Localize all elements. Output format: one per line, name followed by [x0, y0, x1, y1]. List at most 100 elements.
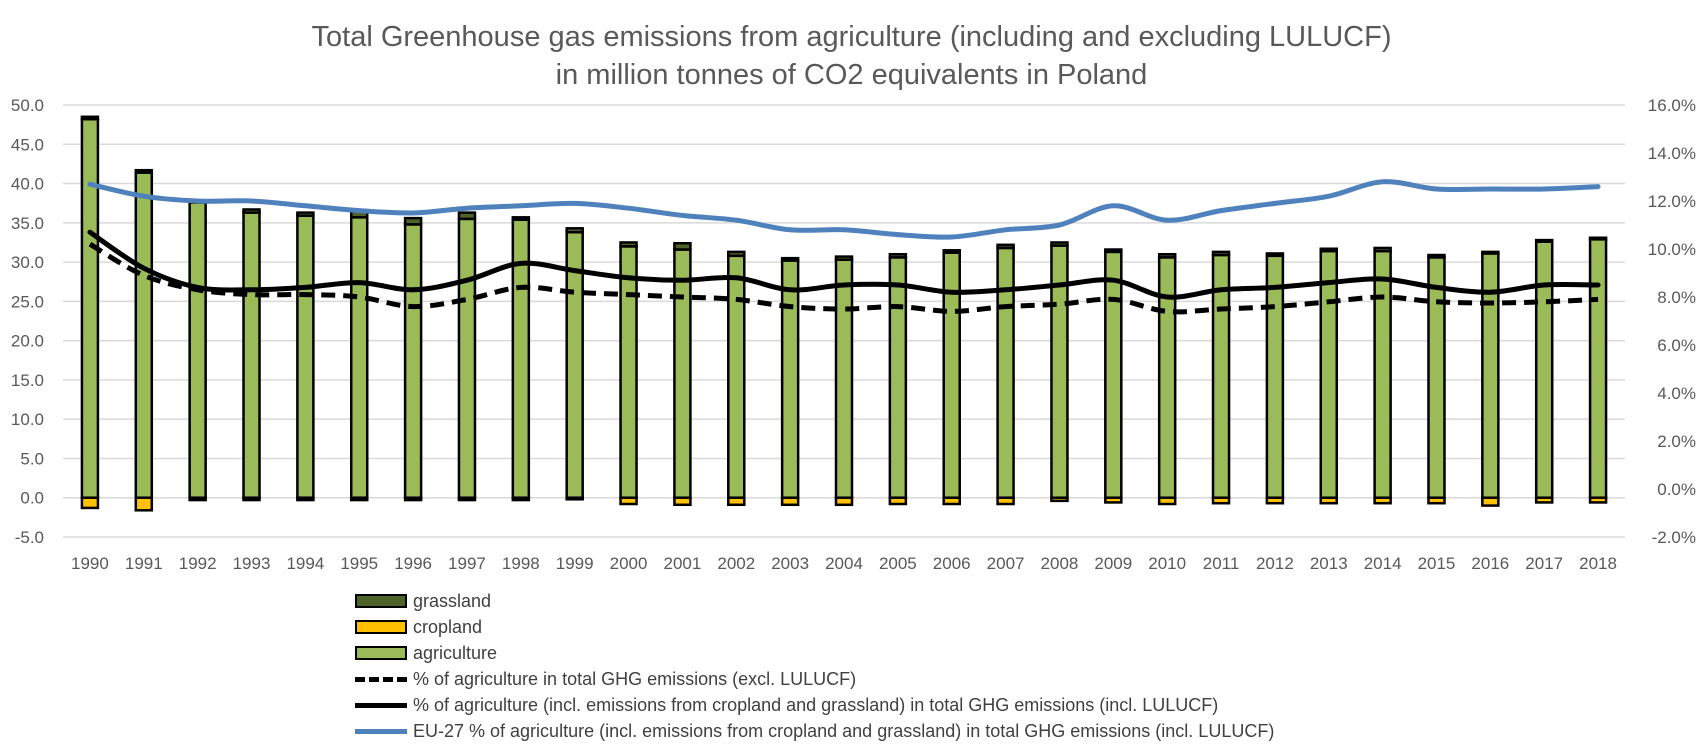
legend-item: EU-27 % of agriculture (incl. emissions …: [355, 718, 1274, 744]
bar-agriculture: [242, 211, 261, 499]
bar-grassland: [457, 211, 477, 221]
bar-cropland: [996, 496, 1015, 506]
x-tick-label: 2011: [1203, 554, 1240, 573]
bar-agriculture: [403, 223, 423, 499]
bar-grassland: [403, 216, 423, 226]
legend-item: cropland: [355, 614, 1274, 640]
x-tick-label: 1991: [125, 554, 163, 573]
y2-tick-label: 14.0%: [1648, 144, 1696, 163]
chart-title: Total Greenhouse gas emissions from agri…: [0, 18, 1703, 94]
legend-line-swatch: [355, 728, 407, 734]
x-tick-label: 2017: [1525, 554, 1563, 573]
legend-label: cropland: [413, 616, 483, 637]
bar-cropland: [511, 496, 531, 502]
x-tick-label: 2009: [1094, 554, 1132, 573]
y-tick-label: 15.0: [11, 371, 44, 390]
x-tick-label: 2012: [1256, 554, 1294, 573]
y-tick-label: 45.0: [11, 135, 44, 154]
y2-tick-label: 16.0%: [1648, 96, 1696, 115]
bar-cropland: [565, 496, 584, 501]
y-tick-label: 40.0: [11, 175, 44, 194]
bar-cropland: [1104, 496, 1123, 504]
legend-label: grassland: [413, 590, 492, 611]
bar-agriculture: [727, 254, 746, 499]
x-tick-label: 2002: [717, 554, 755, 573]
bar-cropland: [834, 496, 854, 507]
bar-agriculture: [296, 214, 315, 499]
bar-grassland: [1157, 252, 1177, 259]
x-tick-label: 1999: [556, 554, 594, 573]
bar-agriculture: [134, 171, 154, 499]
bar-cropland: [1265, 496, 1285, 505]
y-tick-label: 20.0: [11, 332, 44, 351]
legend-item: % of agriculture (incl. emissions from c…: [355, 692, 1274, 718]
bar-agriculture: [673, 248, 692, 499]
legend-label: agriculture: [413, 642, 498, 663]
x-tick-label: 2003: [771, 554, 809, 573]
bar-grassland: [942, 249, 961, 254]
y-tick-label: 25.0: [11, 292, 44, 311]
bar-grassland: [296, 211, 315, 217]
bar-cropland: [296, 496, 315, 502]
bar-agriculture: [457, 217, 477, 499]
bar-agriculture: [349, 216, 369, 499]
legend-swatch-cropland: [355, 620, 407, 634]
bar-grassland: [1050, 241, 1069, 247]
bar-agriculture: [1427, 256, 1446, 499]
y2-tick-label: 2.0%: [1657, 432, 1696, 451]
bar-grassland: [727, 250, 746, 258]
x-tick-label: 1995: [340, 554, 378, 573]
bar-cropland: [1373, 496, 1392, 505]
legend-label: EU-27 % of agriculture (incl. emissions …: [413, 720, 1275, 741]
legend: grassland cropland agriculture % of agricul…: [355, 588, 1274, 744]
bar-agriculture: [188, 201, 207, 499]
x-tick-label: 2010: [1148, 554, 1186, 573]
x-tick-label: 2014: [1364, 554, 1402, 573]
bar-cropland: [242, 496, 261, 502]
bar-agriculture: [619, 245, 638, 499]
bar-grassland: [80, 115, 100, 121]
line-eu27-pct-agri: [87, 179, 1601, 240]
bar-agriculture: [1534, 240, 1554, 499]
x-tick-label: 2015: [1418, 554, 1456, 573]
y2-tick-label: 4.0%: [1657, 384, 1696, 403]
bar-grassland: [996, 243, 1015, 250]
legend-label: % of agriculture (incl. emissions from c…: [413, 694, 1219, 715]
y-tick-label: 10.0: [11, 410, 44, 429]
y-tick-label: 0.0: [20, 489, 44, 508]
bar-cropland: [349, 496, 369, 502]
y2-tick-label: 8.0%: [1657, 288, 1696, 307]
bar-grassland: [1373, 246, 1392, 253]
bar-agriculture: [1319, 249, 1339, 499]
bar-grassland: [1319, 247, 1339, 253]
bar-agriculture: [1104, 250, 1123, 499]
bar-grassland: [780, 256, 800, 262]
bar-grassland: [1588, 236, 1608, 241]
chart-title-line-1: Total Greenhouse gas emissions from agri…: [311, 21, 1392, 53]
legend-line-swatch: [355, 702, 407, 708]
bars: [80, 115, 1608, 512]
bar-grassland: [673, 241, 692, 251]
bar-cropland: [1211, 496, 1231, 505]
bar-cropland: [80, 496, 100, 510]
legend-item: grassland: [355, 588, 1274, 614]
legend-swatch-agriculture: [355, 646, 407, 660]
line-pct-agri-excl-lulucf: [88, 242, 1599, 315]
bar-agriculture: [780, 259, 800, 499]
bar-grassland: [834, 255, 854, 261]
bar-grassland: [1427, 253, 1446, 259]
legend-line-swatch: [355, 676, 407, 682]
bar-agriculture: [1157, 256, 1177, 499]
bar-cropland: [619, 496, 638, 506]
x-tick-label: 2018: [1579, 554, 1617, 573]
bar-cropland: [1157, 496, 1177, 506]
bar-grassland: [242, 208, 261, 214]
bar-cropland: [134, 496, 154, 512]
bar-cropland: [780, 496, 800, 507]
x-tick-label: 2007: [987, 554, 1025, 573]
bar-cropland: [942, 496, 961, 506]
bar-agriculture: [1373, 249, 1392, 499]
y-tick-label: 50.0: [11, 96, 44, 115]
bar-cropland: [1534, 496, 1554, 504]
